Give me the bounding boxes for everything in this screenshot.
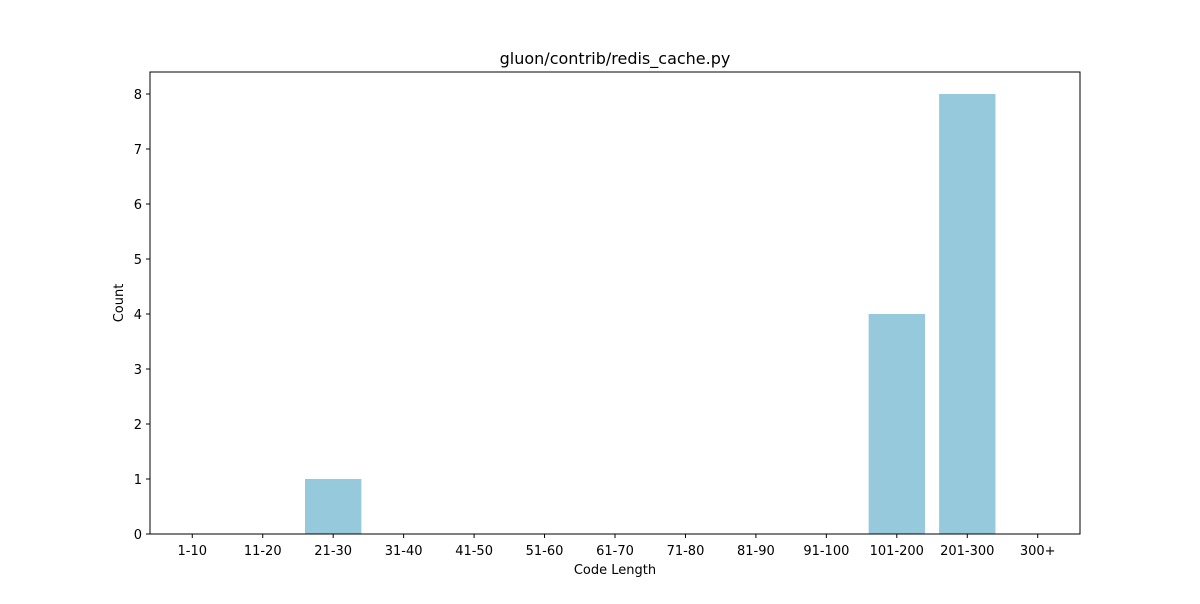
y-axis-label: Count [112,284,127,323]
y-tick-label: 8 [134,88,142,103]
x-tick-label: 61-70 [596,544,634,559]
bar-101-200 [868,314,925,534]
x-tick-label: 201-300 [940,544,994,559]
bar-21-30 [305,479,362,534]
plot-frame [149,71,1081,535]
x-tick-label: 81-90 [737,544,775,559]
x-tick-label: 31-40 [385,544,423,559]
y-tick-label: 3 [134,363,142,378]
y-tick-label: 2 [134,418,142,433]
x-tick-label: 11-20 [244,544,282,559]
bar-201-300 [939,94,996,534]
x-tick-label: 300+ [1020,544,1056,559]
y-tick-label: 7 [134,143,142,158]
y-axis: 0 1 2 3 4 5 6 7 8 [134,88,150,543]
y-tick-label: 0 [134,528,142,543]
chart-title: gluon/contrib/redis_cache.py [500,49,731,69]
y-tick-label: 5 [134,253,142,268]
x-axis: 1-10 11-20 21-30 31-40 41-50 51-60 61-70 71-80 8… [178,534,1056,559]
bars-group [305,94,996,534]
x-tick-label: 21-30 [314,544,352,559]
x-tick-label: 51-60 [526,544,564,559]
x-tick-label: 1-10 [178,544,208,559]
x-tick-label: 91-100 [803,544,849,559]
x-axis-label: Code Length [574,563,656,578]
x-tick-label: 101-200 [870,544,924,559]
y-tick-label: 6 [134,198,142,213]
y-tick-label: 4 [134,308,142,323]
x-tick-label: 71-80 [667,544,705,559]
x-tick-label: 41-50 [455,544,493,559]
y-tick-label: 1 [134,473,142,488]
